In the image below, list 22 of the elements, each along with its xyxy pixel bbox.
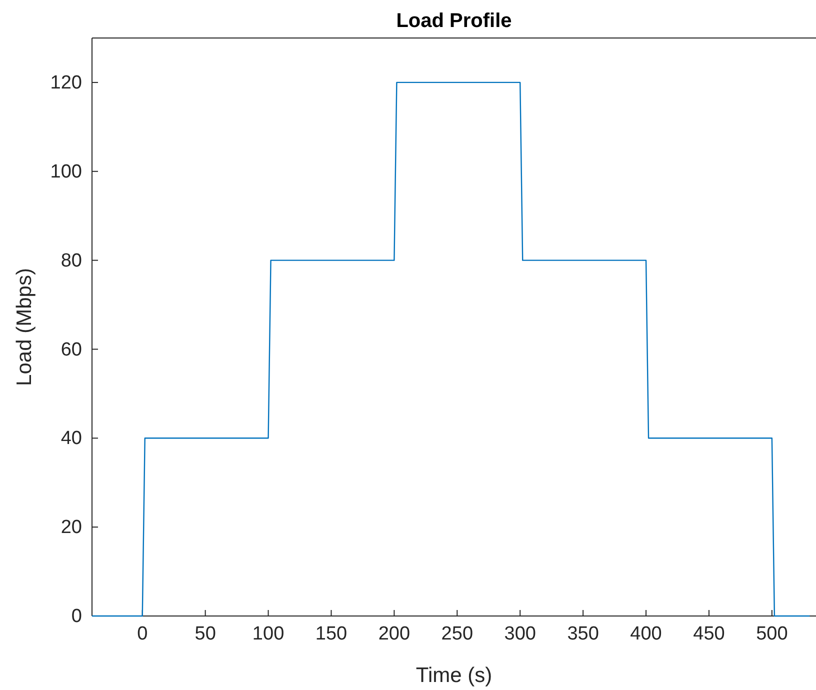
x-tick-label: 50	[194, 623, 216, 644]
y-tick-label: 120	[50, 72, 82, 94]
x-tick-label: 150	[315, 623, 348, 644]
x-tick-label: 350	[567, 623, 599, 644]
x-tick-label: 450	[693, 623, 725, 644]
y-tick-label: 40	[60, 428, 82, 450]
x-tick-label: 300	[504, 623, 536, 644]
x-tick-label: 400	[630, 623, 662, 644]
x-tick-label: 100	[252, 623, 284, 644]
chart-title: Load Profile	[396, 10, 512, 32]
x-tick-label: 500	[756, 623, 788, 644]
y-tick-label: 0	[71, 606, 82, 628]
x-tick-label: 0	[137, 623, 148, 644]
x-axis-title: Time (s)	[416, 664, 492, 687]
x-tick-label: 250	[441, 623, 473, 644]
y-axis-title: Load (Mbps)	[13, 268, 36, 386]
y-tick-label: 20	[60, 517, 82, 538]
y-tick-label: 100	[50, 161, 82, 182]
x-tick-label: 200	[378, 623, 410, 644]
y-tick-label: 60	[60, 339, 82, 360]
line-series	[91, 82, 810, 617]
y-tick-label: 80	[60, 250, 82, 272]
